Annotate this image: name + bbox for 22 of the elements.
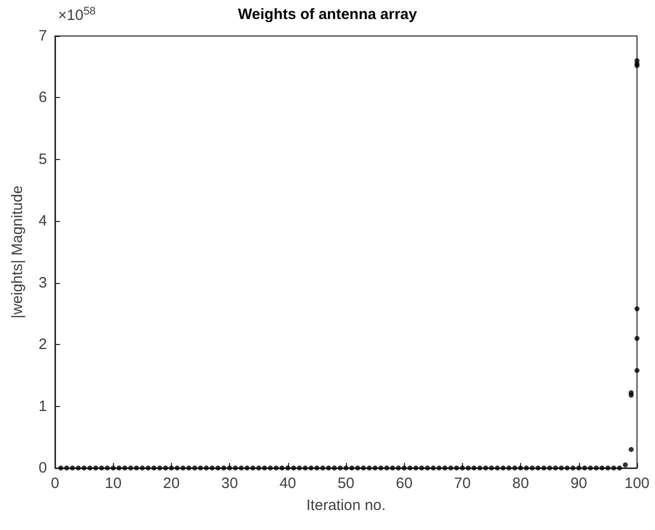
- y-tick-label: 3: [38, 274, 47, 292]
- chart-title: Weights of antenna array: [238, 6, 418, 23]
- x-tick-label: 40: [279, 475, 296, 492]
- y-tick-label: 4: [38, 212, 47, 230]
- x-tick-label: 80: [512, 475, 529, 492]
- y-tick-label: 7: [38, 28, 47, 44]
- x-tick-label: 10: [104, 475, 122, 492]
- x-tick-label: 100: [624, 475, 650, 492]
- y-tick-label: 1: [38, 398, 47, 415]
- y-tick-label: 5: [38, 150, 47, 168]
- x-tick-label: 70: [454, 475, 471, 492]
- y-tick-label: 0: [38, 460, 47, 476]
- x-tick-label: 30: [221, 475, 238, 492]
- x-tick-label: 50: [338, 475, 354, 492]
- y-tick-label: 2: [38, 336, 47, 354]
- x-axis-title: Iteration no.: [306, 497, 386, 514]
- y-axis-title: |weights| Magnitude: [9, 186, 26, 318]
- y-tick-label: 6: [38, 89, 47, 106]
- x-tick-label: 90: [570, 475, 588, 492]
- x-tick-label: 0: [50, 475, 60, 492]
- x-tick-label: 20: [163, 475, 180, 492]
- x-tick-label: 60: [396, 475, 413, 492]
